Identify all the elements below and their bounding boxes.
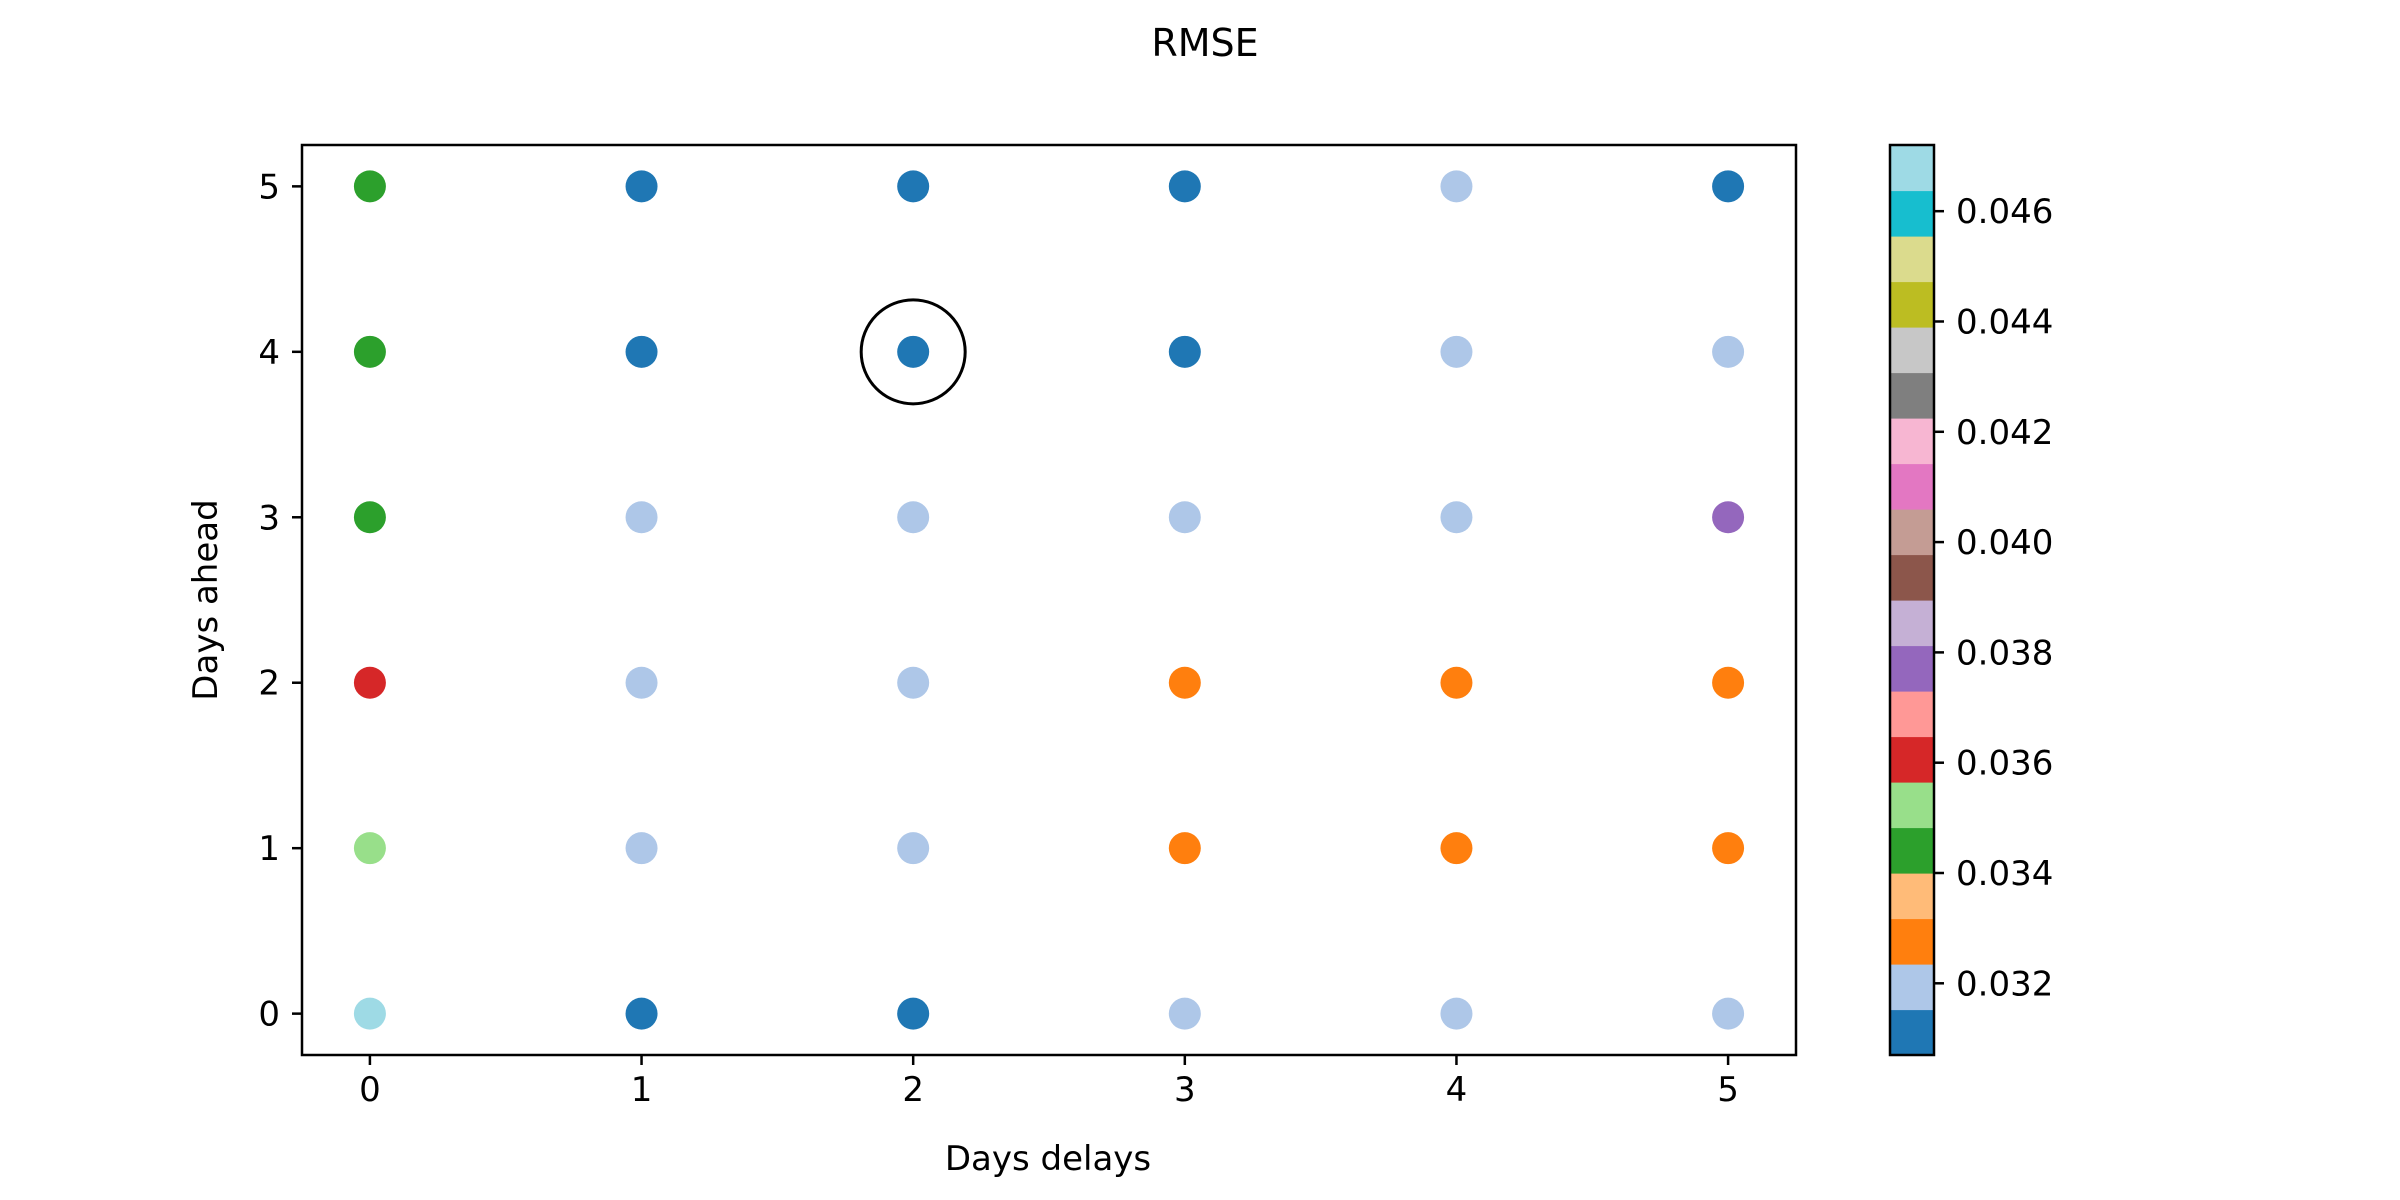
data-point-34	[1440, 997, 1473, 1030]
data-point-10	[1440, 335, 1473, 368]
data-point-15	[1168, 501, 1201, 534]
y-tick-label-3: 3	[258, 498, 280, 538]
x-tick-label-3: 3	[1174, 1070, 1196, 1110]
data-point-13	[625, 501, 658, 534]
data-point-32	[897, 997, 930, 1030]
data-point-4	[1440, 170, 1473, 203]
colorbar-segment-15	[1890, 327, 1934, 374]
colorbar-segment-14	[1890, 372, 1934, 419]
data-point-6	[353, 335, 386, 368]
colorbar-segment-0	[1890, 1009, 1934, 1056]
colorbar-tick-label-0: 0.032	[1956, 964, 2053, 1004]
y-tick-label-0: 0	[258, 995, 280, 1035]
data-point-27	[1168, 832, 1201, 865]
data-point-31	[625, 997, 658, 1030]
colorbar-frame	[1888, 143, 1936, 1057]
colorbar-segment-13	[1890, 418, 1934, 465]
colorbar-segment-3	[1890, 873, 1934, 920]
data-point-8	[897, 335, 930, 368]
data-point-11	[1712, 335, 1745, 368]
data-point-33	[1168, 997, 1201, 1030]
data-point-5	[1712, 170, 1745, 203]
data-point-18	[353, 666, 386, 699]
data-point-7	[625, 335, 658, 368]
data-point-17	[1712, 501, 1745, 534]
chart-title: RMSE	[1151, 21, 1258, 65]
colorbar-segment-12	[1890, 463, 1934, 510]
data-point-35	[1712, 997, 1745, 1030]
x-axis-label: Days delays	[945, 1139, 1151, 1179]
colorbar-segment-19	[1890, 145, 1934, 192]
x-tick-label-4: 4	[1446, 1070, 1468, 1110]
data-point-23	[1712, 666, 1745, 699]
colorbar-segment-11	[1890, 509, 1934, 556]
data-point-1	[625, 170, 658, 203]
plot-frame	[300, 143, 1798, 1057]
colorbar-tick-label-1: 0.034	[1956, 854, 2053, 894]
data-point-29	[1712, 832, 1745, 865]
x-tick-label-5: 5	[1717, 1070, 1739, 1110]
data-point-25	[625, 832, 658, 865]
colorbar-segment-18	[1890, 190, 1934, 237]
colorbar-segment-17	[1890, 236, 1934, 283]
data-point-21	[1168, 666, 1201, 699]
data-point-26	[897, 832, 930, 865]
colorbar-segment-5	[1890, 782, 1934, 829]
data-point-0	[353, 170, 386, 203]
data-point-9	[1168, 335, 1201, 368]
colorbar-segment-4	[1890, 827, 1934, 874]
data-point-14	[897, 501, 930, 534]
data-point-28	[1440, 832, 1473, 865]
data-point-30	[353, 997, 386, 1030]
data-point-22	[1440, 666, 1473, 699]
colorbar-tick-label-7: 0.046	[1956, 192, 2053, 232]
y-tick-label-5: 5	[258, 167, 280, 207]
y-tick-label-2: 2	[258, 664, 280, 704]
x-tick-label-2: 2	[902, 1070, 924, 1110]
data-point-12	[353, 501, 386, 534]
x-tick-label-1: 1	[631, 1070, 653, 1110]
data-point-19	[625, 666, 658, 699]
colorbar-segment-2	[1890, 918, 1934, 965]
y-tick-label-1: 1	[258, 829, 280, 869]
colorbar-segment-1	[1890, 964, 1934, 1011]
colorbar-tick-label-2: 0.036	[1956, 744, 2053, 784]
highlight-ring	[859, 298, 967, 406]
colorbar-tick-label-6: 0.044	[1956, 302, 2053, 342]
colorbar-segment-7	[1890, 691, 1934, 738]
colorbar-segment-10	[1890, 554, 1934, 601]
colorbar-segment-16	[1890, 281, 1934, 328]
colorbar-segment-9	[1890, 600, 1934, 647]
colorbar-tick-label-4: 0.040	[1956, 523, 2053, 563]
data-point-16	[1440, 501, 1473, 534]
data-point-2	[897, 170, 930, 203]
y-axis-label: Days ahead	[186, 499, 226, 700]
x-tick-label-0: 0	[359, 1070, 381, 1110]
y-tick-label-4: 4	[258, 333, 280, 373]
data-point-3	[1168, 170, 1201, 203]
colorbar-segment-6	[1890, 736, 1934, 783]
colorbar-segment-8	[1890, 645, 1934, 692]
data-point-20	[897, 666, 930, 699]
marks-layer: 0 1 2 3 4 5 0 1 2 3 4 5 0.032 0.034 0.036 0.038 0.040 0.0…	[258, 145, 2053, 1110]
data-point-24	[353, 832, 386, 865]
colorbar-tick-label-5: 0.042	[1956, 413, 2053, 453]
colorbar-tick-label-3: 0.038	[1956, 633, 2053, 673]
